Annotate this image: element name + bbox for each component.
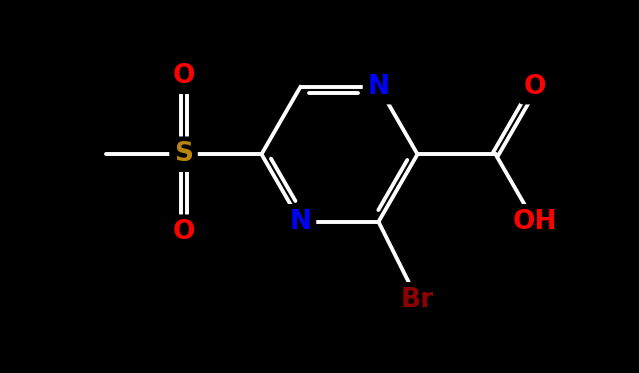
Text: S: S	[174, 141, 193, 167]
Text: OH: OH	[512, 209, 557, 235]
Text: O: O	[523, 74, 546, 100]
Text: N: N	[367, 74, 390, 100]
Text: Br: Br	[401, 287, 434, 313]
Text: O: O	[173, 219, 195, 245]
Text: O: O	[173, 63, 195, 89]
Text: N: N	[289, 209, 311, 235]
